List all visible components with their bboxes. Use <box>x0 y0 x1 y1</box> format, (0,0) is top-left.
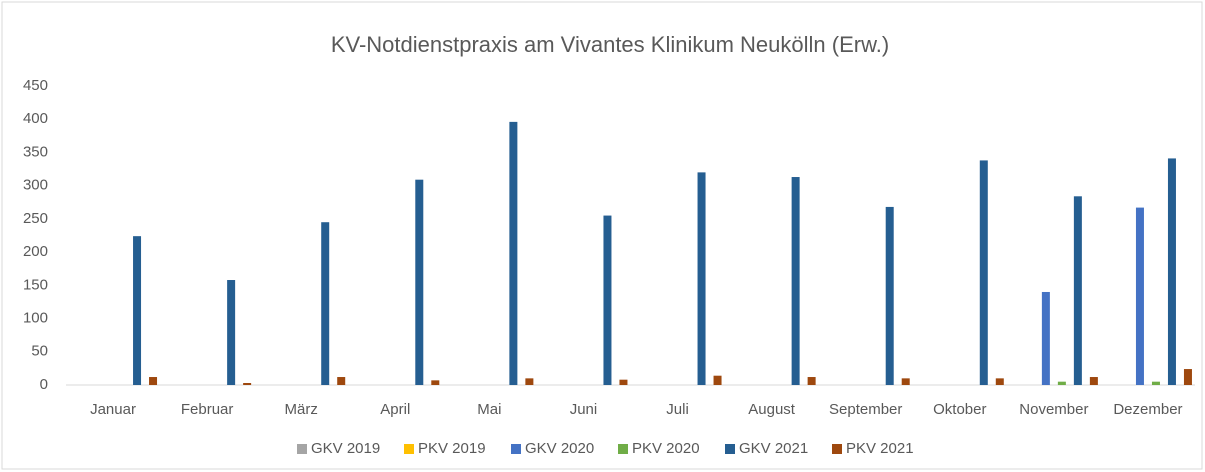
bar <box>619 379 628 385</box>
y-tick-label: 200 <box>23 243 48 260</box>
x-tick-label: August <box>748 401 796 418</box>
bar <box>243 383 252 385</box>
y-tick-label: 400 <box>23 110 48 127</box>
bar <box>995 378 1004 385</box>
bar <box>133 236 142 385</box>
legend-label: GKV 2019 <box>311 440 380 457</box>
bar <box>1167 158 1176 385</box>
legend-label: PKV 2021 <box>846 440 914 457</box>
bar <box>1135 207 1144 385</box>
legend-swatch <box>618 444 628 454</box>
y-tick-label: 300 <box>23 177 48 194</box>
bar <box>509 121 518 385</box>
x-tick-label: Mai <box>477 401 501 418</box>
bar <box>697 172 706 385</box>
y-tick-label: 350 <box>23 143 48 160</box>
legend-swatch <box>725 444 735 454</box>
bar <box>1089 377 1098 385</box>
bar <box>885 206 894 385</box>
bar <box>603 215 612 385</box>
x-tick-label: November <box>1019 401 1088 418</box>
x-tick-label: Februar <box>181 401 234 418</box>
bar <box>1183 369 1192 385</box>
legend-label: PKV 2020 <box>632 440 700 457</box>
bar <box>431 380 440 385</box>
y-tick-label: 50 <box>31 343 48 360</box>
bar <box>713 375 722 385</box>
bar <box>525 378 534 385</box>
bar <box>321 222 330 385</box>
x-tick-label: Juni <box>570 401 598 418</box>
x-tick-label: April <box>380 401 410 418</box>
legend-swatch <box>404 444 414 454</box>
bar <box>227 280 236 385</box>
bar <box>807 377 816 385</box>
x-tick-label: Juli <box>666 401 689 418</box>
legend-label: PKV 2019 <box>418 440 486 457</box>
y-tick-label: 250 <box>23 210 48 227</box>
legend-swatch <box>297 444 307 454</box>
legend-swatch <box>511 444 521 454</box>
bar <box>1041 291 1050 385</box>
bar <box>337 377 346 385</box>
bar <box>1073 196 1082 385</box>
y-tick-label: 0 <box>40 376 48 393</box>
bar <box>979 160 988 385</box>
x-tick-label: Dezember <box>1113 401 1182 418</box>
legend-swatch <box>832 444 842 454</box>
y-tick-label: 100 <box>23 310 48 327</box>
x-tick-label: Oktober <box>933 401 986 418</box>
legend-label: GKV 2020 <box>525 440 594 457</box>
x-tick-label: September <box>829 401 902 418</box>
y-tick-label: 450 <box>23 77 48 94</box>
bar <box>791 177 800 385</box>
bar <box>901 378 910 385</box>
bar <box>415 179 424 385</box>
legend-label: GKV 2021 <box>739 440 808 457</box>
x-tick-label: Januar <box>90 401 136 418</box>
bar <box>1151 381 1160 385</box>
bar <box>149 377 158 385</box>
chart-title: KV-Notdienstpraxis am Vivantes Klinikum … <box>331 32 889 57</box>
x-tick-label: März <box>285 401 318 418</box>
y-tick-label: 150 <box>23 276 48 293</box>
bar <box>1057 381 1066 385</box>
